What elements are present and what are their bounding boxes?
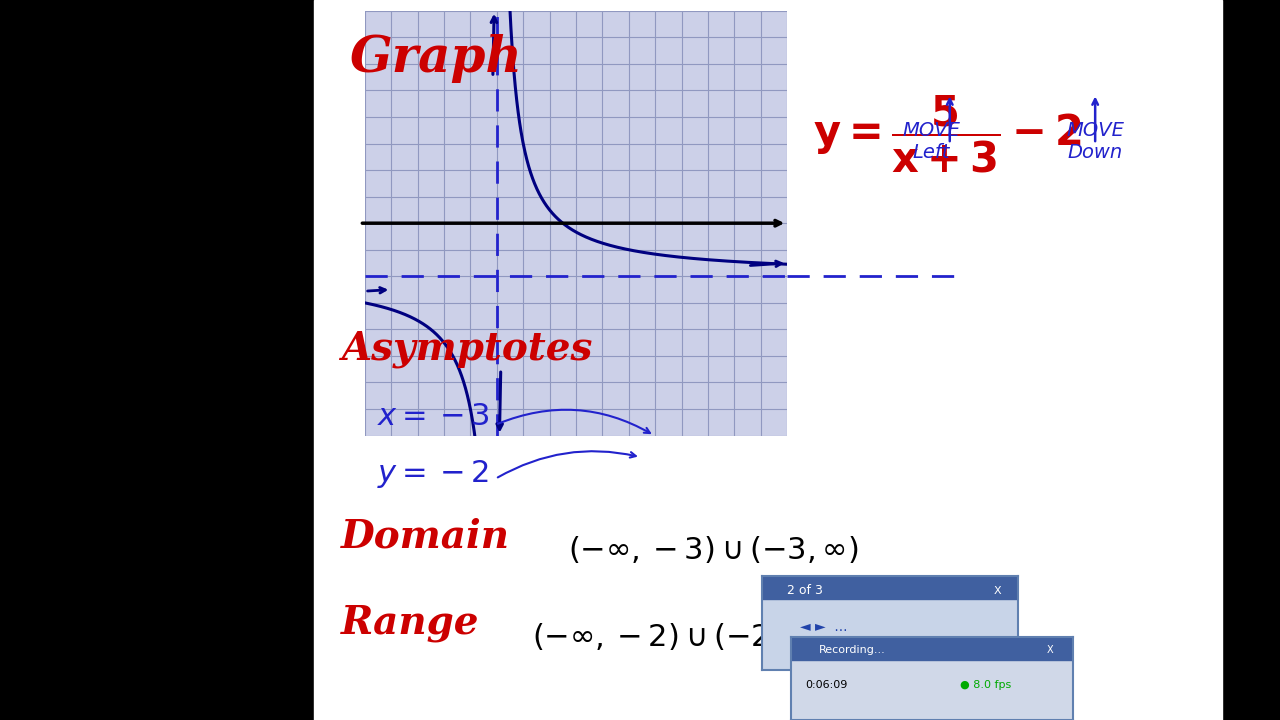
Text: $y = -2$: $y = -2$	[378, 459, 489, 490]
Text: Asymptotes: Asymptotes	[340, 330, 593, 369]
Text: $\mathbf{y = \dfrac{5}{x + 3} - 2}$: $\mathbf{y = \dfrac{5}{x + 3} - 2}$	[814, 94, 1082, 175]
Text: MOVE
Left: MOVE Left	[902, 122, 960, 163]
Text: Range: Range	[340, 604, 480, 642]
Text: ● 8.0 fps: ● 8.0 fps	[960, 680, 1011, 690]
Text: Recording...: Recording...	[819, 645, 886, 655]
Bar	[791, 637, 1073, 660]
Text: 2 of 3: 2 of 3	[787, 585, 823, 598]
Text: $x = -3$: $x = -3$	[378, 401, 490, 432]
Text: MOVE
Down: MOVE Down	[1066, 122, 1124, 163]
Bar	[762, 576, 1018, 599]
Text: Domain: Domain	[340, 517, 509, 555]
Text: X: X	[993, 586, 1001, 596]
Text: X: X	[1047, 645, 1053, 655]
Text: Graph: Graph	[349, 34, 522, 83]
Text: 0:06:09: 0:06:09	[805, 680, 847, 690]
Text: ◄ ►  ...: ◄ ► ...	[800, 621, 847, 634]
Text: $(-\infty,-2)\cup(-2,\infty)$: $(-\infty,-2)\cup(-2,\infty)$	[531, 621, 822, 653]
Text: $(-\infty,-3)\cup(-3,\infty)$: $(-\infty,-3)\cup(-3,\infty)$	[568, 535, 859, 567]
